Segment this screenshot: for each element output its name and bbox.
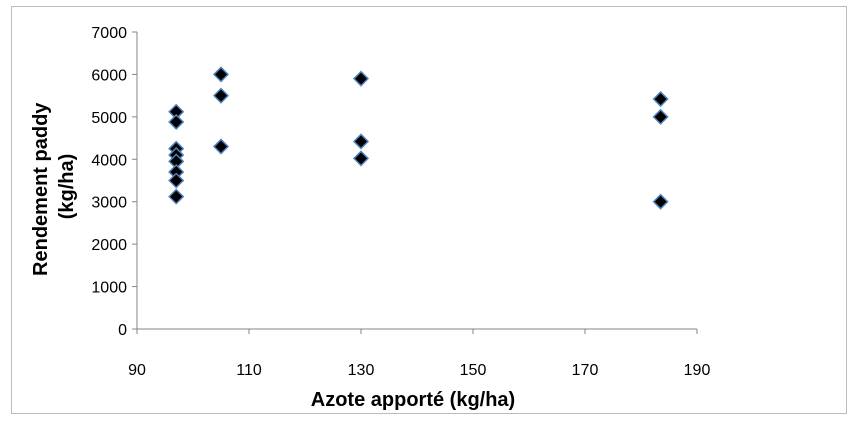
x-tick-label: 130 xyxy=(348,362,375,379)
y-axis-title-line-1: Rendement paddy xyxy=(30,102,52,276)
data-point xyxy=(352,150,370,167)
data-point xyxy=(652,108,669,125)
data-points xyxy=(168,66,669,210)
tick-labels: 0 1000 2000 3000 4000 5000 6000 7000 90 110 130 150… xyxy=(91,25,710,379)
data-point xyxy=(652,90,669,108)
y-tick-label: 5000 xyxy=(91,110,127,127)
chart-frame xyxy=(11,6,847,414)
data-point xyxy=(168,188,185,205)
data-point xyxy=(352,133,370,150)
data-point xyxy=(212,138,230,155)
y-tick-label: 4000 xyxy=(91,152,127,169)
x-tick-label: 150 xyxy=(460,362,487,379)
axes xyxy=(132,31,698,334)
x-tick-label: 90 xyxy=(128,362,146,379)
data-point xyxy=(352,70,370,87)
y-tick-label: 7000 xyxy=(91,25,127,42)
y-axis-title-line-2: (kg/ha) xyxy=(56,154,78,220)
data-point xyxy=(168,172,185,189)
data-point xyxy=(652,193,669,210)
x-tick-label: 190 xyxy=(684,362,711,379)
x-tick-label: 170 xyxy=(572,362,599,379)
data-point xyxy=(212,87,230,104)
x-axis-title: Azote apporté (kg/ha) xyxy=(311,389,515,411)
y-tick-label: 1000 xyxy=(91,280,127,297)
x-tick-label: 110 xyxy=(236,362,262,379)
y-axis-title: Rendement paddy (kg/ha) xyxy=(30,97,78,276)
y-tick-label: 2000 xyxy=(91,237,127,254)
y-tick-label: 6000 xyxy=(91,67,127,84)
data-point xyxy=(168,113,185,131)
data-point xyxy=(212,66,230,83)
y-tick-label: 3000 xyxy=(91,195,127,212)
y-tick-label: 0 xyxy=(118,322,127,339)
